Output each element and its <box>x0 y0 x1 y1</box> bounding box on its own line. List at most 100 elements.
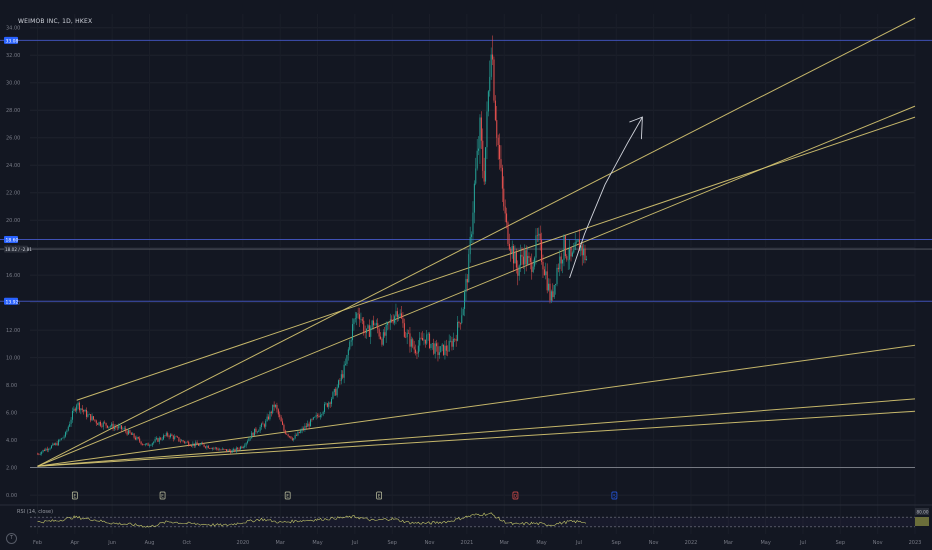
candle-body <box>342 374 344 378</box>
candle-body <box>168 435 170 438</box>
candle-body <box>336 387 338 396</box>
candle-body <box>304 425 306 430</box>
candle-body <box>580 245 582 251</box>
rsi-band-fill <box>30 517 915 527</box>
candle-body <box>104 422 106 424</box>
candle-body <box>415 349 417 354</box>
candle-body <box>511 246 513 254</box>
candle-body <box>461 315 463 324</box>
candle-body <box>242 446 244 448</box>
candle-body <box>426 334 428 344</box>
x-tick-label: Jul <box>575 540 582 546</box>
candle-body <box>419 337 421 346</box>
event-marker <box>512 491 519 500</box>
candle-body <box>459 322 461 324</box>
x-tick-label: May <box>312 540 322 546</box>
candle-body <box>191 445 193 447</box>
candle-body <box>514 252 516 264</box>
candle-body <box>53 443 55 445</box>
candle-body <box>480 117 482 141</box>
candle-body <box>88 414 90 415</box>
candle-body <box>70 419 72 424</box>
trendline <box>37 410 916 467</box>
candle-body <box>422 337 424 341</box>
candle-body <box>188 441 190 446</box>
x-tick-label: 2022 <box>685 540 698 546</box>
candle-body <box>312 417 314 420</box>
candle-body <box>209 448 211 449</box>
y-tick-label: 24.00 <box>6 163 20 169</box>
candle-body <box>331 398 333 404</box>
candle-body <box>318 416 320 418</box>
candle-body <box>57 440 59 446</box>
level-badge-label: 13.92 <box>6 299 19 305</box>
candle-body <box>80 408 82 411</box>
candle-body <box>258 430 260 432</box>
candle-body <box>286 433 288 435</box>
candle-body <box>290 436 292 439</box>
candle-body <box>272 404 274 414</box>
candle-body <box>447 350 449 352</box>
candle-body <box>448 340 450 352</box>
candle-body <box>482 140 484 171</box>
x-tick-label: Oct <box>183 540 192 546</box>
candle-body <box>485 147 487 182</box>
candle-body <box>490 54 492 77</box>
candle-body <box>87 414 89 417</box>
x-tick-label: 2023 <box>909 540 922 546</box>
candle-body <box>557 267 559 270</box>
candle-body <box>424 339 426 344</box>
candle-body <box>71 410 73 420</box>
candle-body <box>227 449 229 452</box>
candle-body <box>455 339 457 341</box>
candle-body <box>123 428 125 429</box>
y-tick-label: 26.00 <box>6 136 20 142</box>
y-tick-label: 32.00 <box>6 53 20 59</box>
x-tick-label: May <box>760 540 770 546</box>
candle-body <box>381 338 383 345</box>
candle-body <box>532 266 534 272</box>
candle-body <box>305 425 307 427</box>
symbol-title: WEIMOB INC, 1D, HKEX <box>18 18 93 25</box>
candle-body <box>417 345 419 354</box>
candle-body <box>237 447 239 450</box>
candle-body <box>300 430 302 433</box>
trendline <box>37 344 916 467</box>
candle-body <box>247 441 249 443</box>
candle-body <box>350 340 352 342</box>
candle-body <box>120 425 122 430</box>
y-tick-label: 30.00 <box>6 81 20 87</box>
x-tick-label: Mar <box>500 540 510 546</box>
level-badge-label: 18.60 <box>6 237 19 243</box>
rsi-label: RSI (14, close) <box>17 509 54 515</box>
x-tick-label: Mar <box>724 540 734 546</box>
x-tick-label: Sep <box>612 540 621 546</box>
candle-body <box>340 374 342 381</box>
candle-body <box>555 284 557 285</box>
candle-body <box>255 428 257 433</box>
tradingview-logo-icon[interactable]: T <box>6 533 17 544</box>
last-price-badge <box>4 245 28 253</box>
candle-body <box>564 235 566 257</box>
candle-body <box>259 427 261 431</box>
candle-body <box>296 435 298 436</box>
candle-body <box>147 443 149 446</box>
candle-body <box>552 291 554 298</box>
candle-body <box>212 447 214 449</box>
candle-body <box>444 345 446 355</box>
x-tick-label: Sep <box>387 540 396 546</box>
x-tick-label: May <box>536 540 546 546</box>
projection-arrow-head <box>629 116 643 140</box>
candle-body <box>427 333 429 335</box>
candle-body <box>412 339 414 347</box>
trendline <box>37 398 916 467</box>
candle-body <box>384 332 386 336</box>
y-tick-label: 28.00 <box>6 108 20 114</box>
candle-body <box>270 411 272 414</box>
candle-body <box>244 445 246 447</box>
candle-body <box>164 435 166 437</box>
candle-body <box>216 447 218 449</box>
candle-body <box>307 423 309 427</box>
candle-body <box>525 250 527 265</box>
